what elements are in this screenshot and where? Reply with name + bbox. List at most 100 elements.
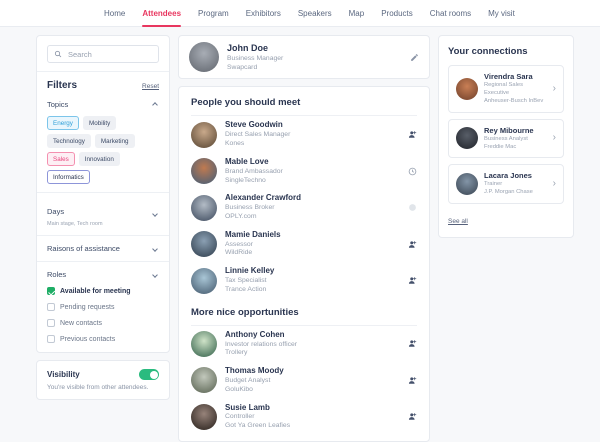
nav-tab-program[interactable]: Program	[198, 8, 229, 18]
pencil-icon	[410, 53, 419, 62]
person-name: Mamie Daniels	[225, 229, 281, 239]
nav-tab-chat-rooms[interactable]: Chat rooms	[429, 8, 472, 18]
profile-company: Swapcard	[227, 64, 258, 72]
main-column: John Doe Business Manager Swapcard Peopl…	[178, 35, 430, 442]
chevron-right-icon: ›	[552, 132, 556, 144]
visibility-card: Visibility You're visible from other att…	[36, 360, 170, 400]
nav-tab-products[interactable]: Products	[381, 8, 413, 18]
edit-profile-button[interactable]	[410, 53, 419, 62]
checkbox-icon[interactable]	[47, 287, 55, 295]
person-company: WildRide	[225, 249, 253, 257]
checkbox-icon[interactable]	[47, 319, 55, 327]
person-title: Investor relations officer	[225, 340, 298, 348]
tag-informatics[interactable]: Informatics	[47, 170, 90, 184]
nav-tab-my-visit[interactable]: My visit	[488, 8, 515, 18]
avatar	[456, 173, 478, 196]
tag-mobility[interactable]: Mobility	[82, 116, 117, 130]
nav-tab-map[interactable]: Map	[348, 8, 365, 18]
checkbox-icon[interactable]	[47, 335, 55, 343]
person-row[interactable]: Linnie Kelley Tax Specialist Trance Acti…	[191, 262, 417, 298]
tag-sales[interactable]: Sales	[47, 152, 75, 166]
avatar	[191, 121, 217, 148]
person-add-icon[interactable]	[408, 130, 417, 139]
connection-row[interactable]: Lacara Jones Trainer J.P. Morgan Chase ›	[448, 164, 564, 205]
nav-tab-speakers[interactable]: Speakers	[297, 8, 332, 18]
topic-tags: Energy Mobility Technology Marketing Sal…	[47, 116, 159, 184]
checkbox-pending-requests[interactable]: Pending requests	[47, 303, 159, 311]
person-name: Linnie Kelley	[225, 266, 275, 276]
avatar	[456, 127, 478, 150]
connection-company: Freddie Mac	[484, 143, 517, 150]
person-row[interactable]: Mable Love Brand Ambassador SingleTechno	[191, 153, 417, 189]
dot-icon[interactable]	[408, 203, 417, 212]
checkbox-label: Pending requests	[60, 303, 115, 311]
top-navigation: Home Attendees Program Exhibitors Speake…	[0, 0, 600, 27]
person-name: Steve Goodwin	[225, 120, 283, 130]
see-all-link[interactable]: See all	[448, 218, 468, 226]
person-title: Budget Analyst	[225, 377, 271, 384]
nav-tab-exhibitors[interactable]: Exhibitors	[245, 8, 281, 18]
person-row[interactable]: Alexander Crawford Business Broker OPLY.…	[191, 189, 417, 225]
person-row[interactable]: Mamie Daniels Assessor WildRide	[191, 226, 417, 262]
person-row[interactable]: Anthony Cohen Investor relations officer…	[191, 326, 417, 362]
avatar	[191, 267, 217, 294]
connection-row[interactable]: Virendra Sara Regional Sales Executive A…	[448, 65, 564, 113]
filters-card: Filters Reset Topics Energy Mobility Tec…	[36, 35, 170, 353]
nav-tab-home[interactable]: Home	[104, 8, 126, 18]
tag-innovation[interactable]: Innovation	[78, 152, 120, 166]
filters-title: Filters	[47, 80, 78, 91]
search-box[interactable]	[47, 45, 159, 63]
connection-company: Anheuser-Busch InBev	[484, 97, 544, 104]
visibility-toggle[interactable]	[139, 369, 159, 380]
reset-filters-link[interactable]: Reset	[142, 83, 159, 90]
person-row[interactable]: Thomas Moody Budget Analyst GoluKibo	[191, 362, 417, 398]
person-name: Mable Love	[225, 156, 269, 166]
divider	[37, 192, 169, 193]
person-name: Susie Lamb	[225, 402, 270, 412]
checkbox-previous-contacts[interactable]: Previous contacts	[47, 335, 159, 343]
days-section-toggle[interactable]: Days Main stage, Tech room	[47, 201, 159, 227]
checkbox-label: Previous contacts	[60, 335, 116, 343]
avatar	[191, 158, 217, 185]
topics-title: Topics	[47, 100, 69, 109]
person-add-icon[interactable]	[408, 412, 417, 421]
avatar	[191, 231, 217, 258]
checkbox-icon[interactable]	[47, 303, 55, 311]
person-company: GoluKibo	[225, 385, 253, 393]
tag-technology[interactable]: Technology	[47, 134, 91, 148]
tag-energy[interactable]: Energy	[47, 116, 79, 130]
connection-title: Business Analyst	[484, 135, 528, 142]
connection-company: J.P. Morgan Chase	[484, 189, 533, 196]
my-profile-card[interactable]: John Doe Business Manager Swapcard	[178, 35, 430, 80]
connection-row[interactable]: Rey Mibourne Business Analyst Freddie Ma…	[448, 118, 564, 159]
person-company: Trollery	[225, 349, 248, 357]
page-content: Filters Reset Topics Energy Mobility Tec…	[0, 27, 600, 442]
person-add-icon[interactable]	[408, 376, 417, 385]
visibility-description: You're visible from other attendees.	[47, 384, 149, 391]
person-add-icon[interactable]	[408, 240, 417, 249]
person-name: Thomas Moody	[225, 366, 284, 376]
filters-sidebar: Filters Reset Topics Energy Mobility Tec…	[36, 35, 170, 400]
person-add-icon[interactable]	[408, 339, 417, 348]
person-title: Brand Ambassador	[225, 167, 283, 175]
person-title: Controller	[225, 413, 255, 421]
person-add-icon[interactable]	[408, 276, 417, 285]
avatar	[191, 330, 217, 357]
search-input[interactable]	[66, 48, 152, 60]
roles-title: Roles	[47, 270, 67, 279]
tag-marketing[interactable]: Marketing	[94, 134, 135, 148]
person-title: Assessor	[225, 240, 253, 248]
raisons-section-toggle[interactable]: Raisons of assistance	[47, 244, 159, 253]
person-row[interactable]: Steve Goodwin Direct Sales Manager Kones	[191, 116, 417, 152]
roles-section-toggle[interactable]: Roles	[47, 270, 159, 279]
topics-section-toggle[interactable]: Topics	[47, 100, 159, 109]
chevron-right-icon: ›	[552, 178, 556, 190]
clock-icon[interactable]	[408, 167, 417, 176]
person-company: Trance Action	[225, 285, 267, 293]
nav-tab-attendees[interactable]: Attendees	[142, 8, 182, 27]
connection-name: Virendra Sara	[484, 72, 533, 81]
checkbox-new-contacts[interactable]: New contacts	[47, 319, 159, 327]
checkbox-available-for-meeting[interactable]: Available for meeting	[47, 287, 159, 295]
person-company: Got Ya Green Leafies	[225, 422, 291, 430]
person-row[interactable]: Susie Lamb Controller Got Ya Green Leafi…	[191, 399, 417, 435]
